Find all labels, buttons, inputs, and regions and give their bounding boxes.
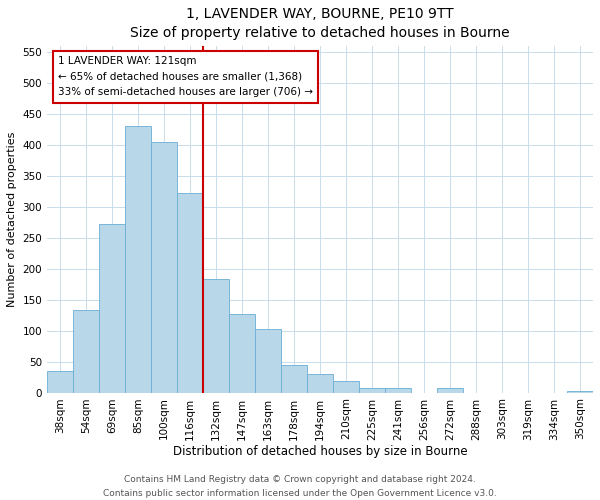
Bar: [203, 278, 229, 392]
Title: 1, LAVENDER WAY, BOURNE, PE10 9TT
Size of property relative to detached houses i: 1, LAVENDER WAY, BOURNE, PE10 9TT Size o…: [130, 7, 510, 40]
Bar: [151, 142, 177, 392]
Bar: [385, 388, 411, 392]
Bar: [177, 192, 203, 392]
Text: 1 LAVENDER WAY: 121sqm
← 65% of detached houses are smaller (1,368)
33% of semi-: 1 LAVENDER WAY: 121sqm ← 65% of detached…: [58, 56, 313, 98]
Bar: [567, 390, 593, 392]
Bar: [307, 374, 333, 392]
Bar: [229, 314, 255, 392]
Bar: [359, 388, 385, 392]
Bar: [99, 224, 125, 392]
X-axis label: Distribution of detached houses by size in Bourne: Distribution of detached houses by size …: [173, 445, 467, 458]
Bar: [73, 310, 99, 392]
Y-axis label: Number of detached properties: Number of detached properties: [7, 132, 17, 307]
Bar: [437, 388, 463, 392]
Bar: [255, 330, 281, 392]
Bar: [47, 371, 73, 392]
Bar: [333, 382, 359, 392]
Bar: [125, 126, 151, 392]
Text: Contains HM Land Registry data © Crown copyright and database right 2024.
Contai: Contains HM Land Registry data © Crown c…: [103, 476, 497, 498]
Bar: [281, 364, 307, 392]
